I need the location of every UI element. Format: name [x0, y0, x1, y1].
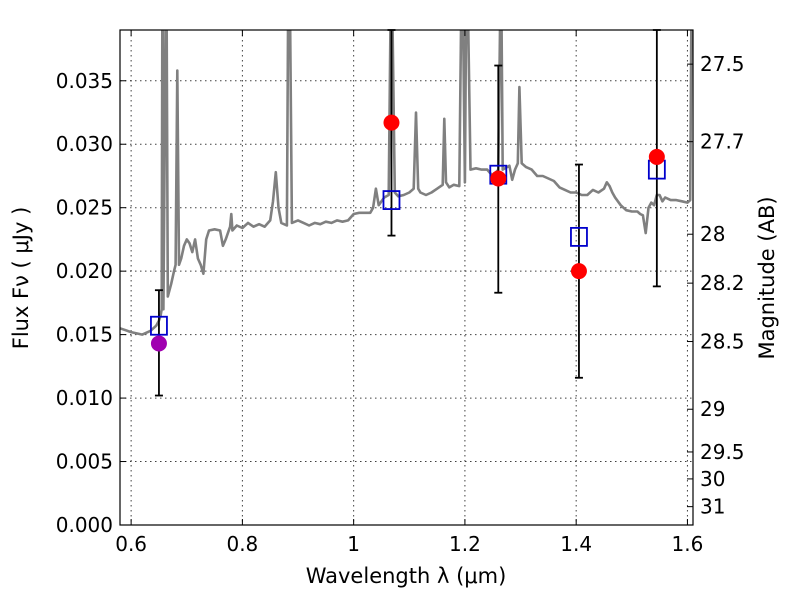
x-axis-label: Wavelength λ (μm)	[306, 564, 507, 588]
x-tick-label: 1	[347, 532, 360, 556]
y-tick-label: 0.030	[56, 132, 113, 156]
axis-ticks: 0.6 0.8 1 1.2 1.4 1.6 0.000 0.005 0.010 0.015 0.02…	[56, 30, 745, 556]
observed-flux-point	[648, 148, 665, 165]
y-axis-label: Flux Fν ( μJy )	[9, 207, 33, 350]
observed-flux-point	[383, 114, 400, 131]
y2-tick-label: 30	[700, 467, 725, 491]
y-tick-label: 0.025	[56, 196, 113, 220]
y2-axis-label: Magnitude (AB)	[755, 196, 779, 359]
y-tick-label: 0.000	[56, 513, 113, 537]
x-tick-label: 1.4	[560, 532, 592, 556]
y2-tick-label: 27.5	[700, 52, 745, 76]
y2-tick-label: 29.5	[700, 440, 745, 464]
y2-tick-label: 29	[700, 397, 725, 421]
x-tick-label: 0.8	[226, 532, 258, 556]
x-tick-label: 0.6	[115, 532, 147, 556]
y2-tick-label: 28	[700, 222, 725, 246]
y-tick-label: 0.010	[56, 386, 113, 410]
y2-tick-label: 31	[700, 495, 725, 519]
x-tick-label: 1.2	[449, 532, 481, 556]
observed-flux-point	[150, 335, 167, 352]
y-tick-label: 0.035	[56, 69, 113, 93]
y2-tick-label: 27.7	[700, 130, 745, 154]
error-bars	[150, 29, 666, 397]
observed-flux-point	[490, 170, 507, 187]
model-photometry-square	[150, 315, 168, 336]
plot-area	[120, 30, 693, 336]
plot-frame	[119, 29, 694, 526]
y-tick-label: 0.015	[56, 323, 113, 347]
x-tick-label: 1.6	[672, 532, 704, 556]
model-photometry-square	[570, 226, 588, 247]
grid	[120, 30, 693, 526]
y2-tick-label: 28.2	[700, 271, 745, 295]
model-photometry-square	[382, 190, 401, 210]
y2-tick-label: 28.5	[700, 330, 745, 354]
observed-flux-point	[570, 263, 587, 280]
y-tick-label: 0.020	[56, 259, 113, 283]
y-tick-label: 0.005	[56, 450, 113, 474]
spectrum-line	[120, 30, 693, 336]
